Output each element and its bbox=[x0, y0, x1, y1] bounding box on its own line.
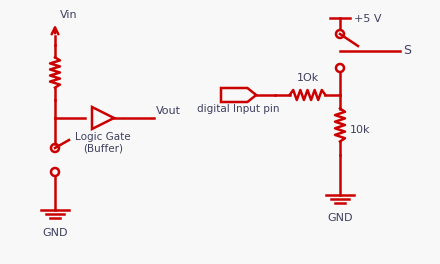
Text: S: S bbox=[403, 45, 411, 58]
Text: 1Ok: 1Ok bbox=[297, 73, 319, 83]
Text: Vout: Vout bbox=[156, 106, 181, 116]
Text: Logic Gate
(Buffer): Logic Gate (Buffer) bbox=[75, 132, 131, 154]
Text: +5 V: +5 V bbox=[354, 14, 381, 24]
Text: 10k: 10k bbox=[350, 125, 370, 135]
Text: digital Input pin: digital Input pin bbox=[198, 104, 280, 114]
Text: GND: GND bbox=[327, 213, 353, 223]
Text: GND: GND bbox=[42, 228, 68, 238]
Text: Vin: Vin bbox=[60, 10, 77, 20]
